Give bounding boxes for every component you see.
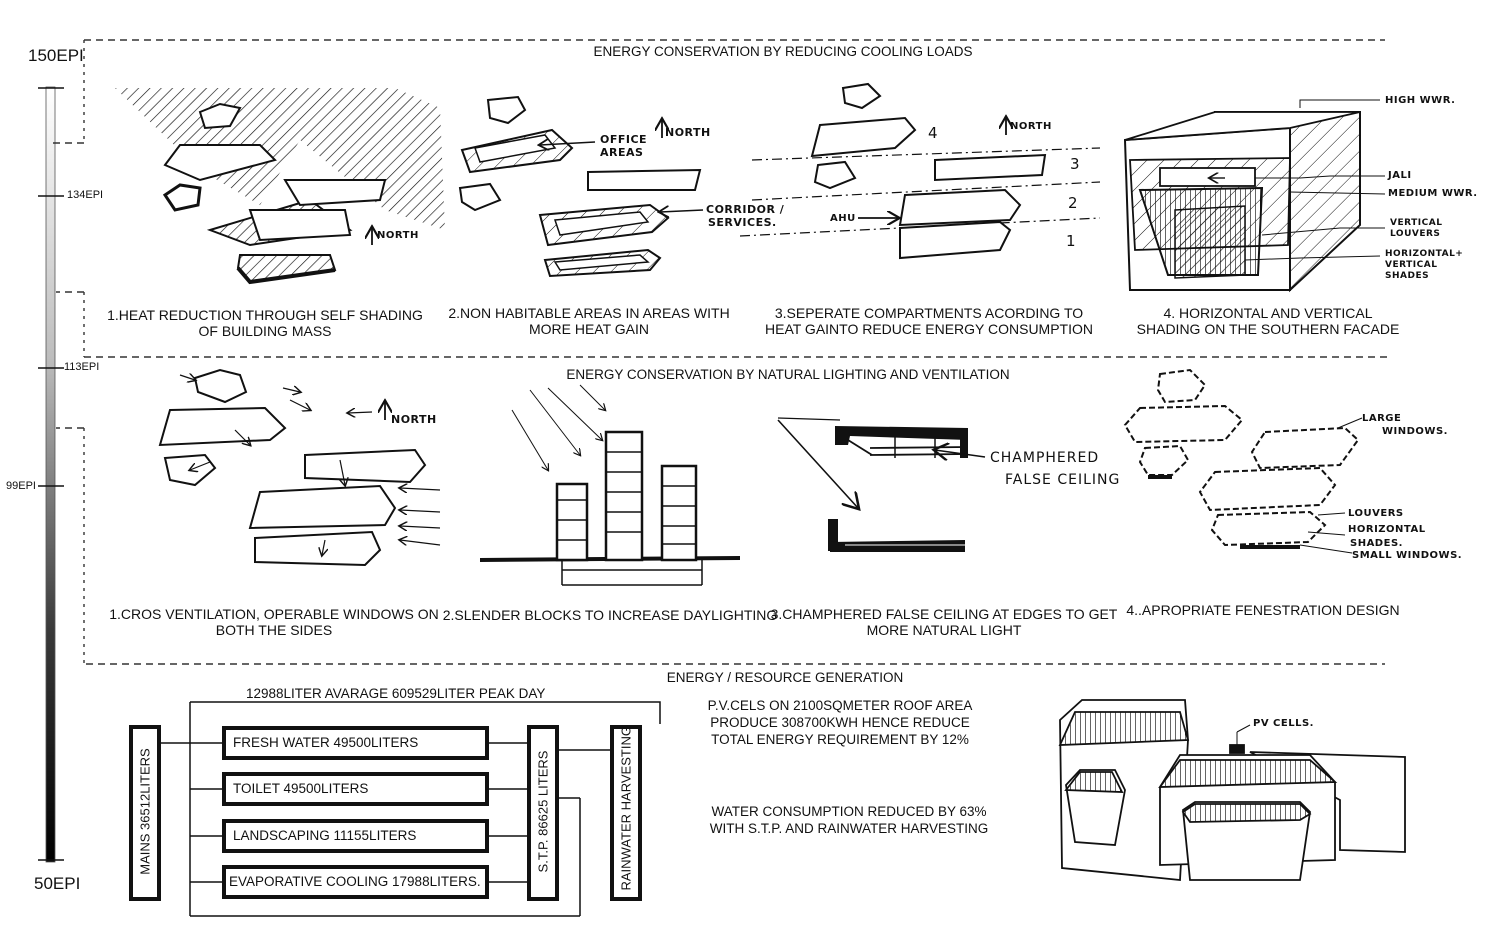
jali-label: JALI: [1388, 170, 1412, 181]
corridor-label-b: SERVICES.: [708, 216, 777, 229]
use-box-fresh-water: [222, 726, 489, 760]
zone-3: 3: [1070, 155, 1081, 173]
rainwater-box: [610, 725, 642, 901]
caption-cooling-2a: 2.NON HABITABLE AREAS IN AREAS WITH: [448, 305, 730, 321]
caption-lighting-3a: 3.CHAMPHERED FALSE CEILING AT EDGES TO G…: [770, 606, 1118, 622]
epi-tick-113: 113EPI: [64, 361, 100, 373]
caption-lighting-2: 2.SLENDER BLOCKS TO INCREASE DAYLIGHTING: [442, 607, 778, 623]
medium-wwr-label: MEDIUM WWR.: [1388, 188, 1478, 199]
sketch-champhered-ceiling: [777, 417, 986, 552]
zone-4: 4: [928, 124, 939, 142]
caption-cooling-1b: OF BUILDING MASS: [198, 323, 332, 339]
office-label-b: AREAS: [600, 146, 644, 159]
high-wwr-label: HIGH WWR.: [1385, 95, 1456, 106]
champhered-label-b: FALSE CEILING: [1005, 472, 1121, 488]
pv-text-2: PRODUCE 308700KWH HENCE REDUCE: [710, 715, 970, 730]
epi-tick-134: 134EPI: [67, 189, 104, 201]
mains-box: [129, 725, 161, 901]
epi-tick-99: 99EPI: [6, 480, 36, 492]
louvers-label: LOUVERS: [1348, 508, 1404, 519]
use-box-evaporative: [222, 865, 489, 899]
caption-lighting-1b: BOTH THE SIDES: [215, 622, 333, 638]
zone-1: 1: [1066, 232, 1077, 250]
water-text-2: WITH S.T.P. AND RAINWATER HARVESTING: [709, 821, 989, 836]
use-label-toilet: TOILET 49500LITERS: [233, 781, 369, 796]
caption-lighting-3b: MORE NATURAL LIGHT: [866, 622, 1022, 638]
heading-cooling: ENERGY CONSERVATION BY REDUCING COOLING …: [593, 44, 973, 59]
heading-generation: ENERGY / RESOURCE GENERATION: [666, 670, 904, 685]
mains-label: MAINS 36512LITERS: [137, 748, 153, 875]
horizontal-shades-b: SHADES.: [1350, 538, 1403, 549]
use-box-landscaping: [222, 819, 489, 853]
epi-scale: [38, 86, 64, 863]
water-text-1: WATER CONSUMPTION REDUCED BY 63%: [711, 804, 987, 819]
small-windows-label: SMALL WINDOWS.: [1352, 550, 1463, 561]
north-label-1: NORTH: [377, 230, 419, 241]
vertical-louvers-b: LOUVERS: [1390, 229, 1441, 239]
sketch-facade-shading: [1123, 99, 1386, 293]
horizontal-shades-a: HORIZONTAL: [1348, 524, 1426, 535]
use-label-evaporative: EVAPORATIVE COOLING 17988LITERS.: [229, 874, 481, 889]
sketch-compartments: [739, 82, 1101, 260]
caption-lighting-1a: 1.CROS VENTILATION, OPERABLE WINDOWS ON: [109, 606, 439, 622]
caption-cooling-2b: MORE HEAT GAIN: [528, 321, 650, 337]
use-label-fresh-water: FRESH WATER 49500LITERS: [233, 735, 419, 750]
sketch-slender-blocks: [479, 384, 741, 586]
caption-cooling-1a: 1.HEAT REDUCTION THROUGH SELF SHADING: [107, 307, 423, 323]
large-windows-b: WINDOWS.: [1382, 426, 1448, 437]
water-flow-lines: [160, 701, 661, 917]
stp-box: [527, 725, 559, 901]
epi-bottom-label: 50EPI: [34, 874, 81, 893]
hv-shades-b: VERTICAL: [1385, 260, 1438, 270]
use-box-toilet: [222, 772, 489, 806]
champhered-label-a: CHAMPHERED: [990, 450, 1100, 466]
epi-top-label: 150EPI: [28, 46, 84, 65]
sketch-self-shading: [115, 88, 445, 285]
caption-cooling-3b: HEAT GAINTO REDUCE ENERGY CONSUMPTION: [764, 321, 1094, 337]
large-windows-a: LARGE: [1362, 413, 1402, 424]
pv-cells-label: PV CELLS.: [1253, 718, 1314, 729]
hv-shades-c: SHADES: [1385, 271, 1430, 281]
hv-shades-a: HORIZONTAL+: [1385, 249, 1464, 259]
vertical-louvers-a: VERTICAL: [1390, 218, 1443, 228]
corridor-label-a: CORRIDOR /: [706, 203, 785, 216]
north-label-3: NORTH: [1010, 121, 1052, 132]
pv-text-1: P.V.CELS ON 2100SQMETER ROOF AREA: [707, 698, 973, 713]
office-label-a: OFFICE: [600, 133, 648, 146]
sketch-office-areas: [458, 95, 704, 278]
ahu-label: AHU: [830, 213, 856, 224]
north-label-2: NORTH: [665, 126, 711, 139]
rainwater-label: RAINWATER HARVESTING: [618, 726, 634, 891]
caption-cooling-3a: 3.SEPERATE COMPARTMENTS ACORDING TO: [774, 305, 1084, 321]
water-top-label: 12988LITER AVARAGE 609529LITER PEAK DAY: [246, 686, 546, 701]
stp-label: S.T.P. 86625 LITERS: [535, 750, 551, 873]
zone-2: 2: [1068, 194, 1079, 212]
pv-text-3: TOTAL ENERGY REQUIREMENT BY 12%: [711, 732, 969, 747]
north-label-5: NORTH: [391, 413, 437, 426]
heading-lighting: ENERGY CONSERVATION BY NATURAL LIGHTING …: [566, 367, 1010, 382]
section-borders: [53, 39, 1392, 665]
use-label-landscaping: LANDSCAPING 11155LITERS: [233, 828, 417, 843]
sketch-fenestration: [1123, 368, 1363, 554]
caption-lighting-4: 4..APROPRIATE FENESTRATION DESIGN: [1126, 602, 1400, 618]
sketch-cross-ventilation: [158, 368, 441, 567]
caption-cooling-4b: SHADING ON THE SOUTHERN FACADE: [1136, 321, 1400, 337]
caption-cooling-4a: 4. HORIZONTAL AND VERTICAL: [1163, 305, 1373, 321]
sketch-pv-building: [1058, 699, 1406, 881]
